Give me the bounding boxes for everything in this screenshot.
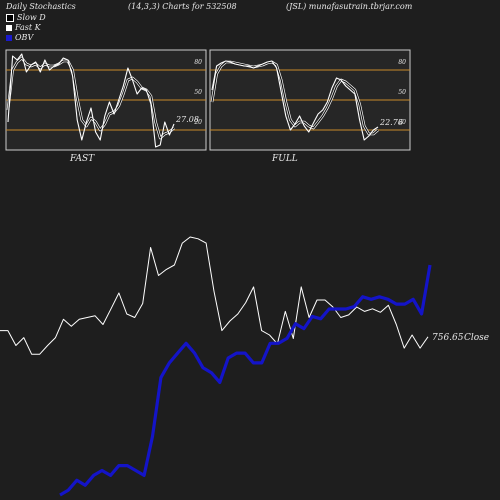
header-source: (JSL) munafasutrain.tbrjar.com (286, 2, 413, 11)
fast-panel-title: FAST (69, 154, 95, 164)
header-title: Daily Stochastics (6, 2, 76, 11)
close-last-value-label: 756.65 (432, 333, 464, 343)
obv-line (59, 264, 432, 497)
full-level-label-80: 80 (398, 59, 406, 66)
full-series-full-d (211, 61, 379, 135)
legend-fast-k-label: Fast K (15, 23, 41, 32)
full-level-label-20: 20 (397, 119, 406, 126)
header-params: (14,3,3) Charts for 532508 (128, 2, 237, 11)
fast-level-label-50: 50 (194, 89, 202, 96)
legend-obv-swatch (6, 34, 12, 41)
legend-obv-label: OBV (15, 33, 34, 42)
close-unit-label: Close (464, 333, 489, 343)
full-last-value-label: 22.76 (379, 118, 403, 127)
legend-obv: OBV (6, 33, 33, 42)
legend-slow-d-swatch (6, 13, 14, 22)
legend-fast-k-swatch (6, 24, 12, 31)
close-price-line (0, 236, 429, 355)
full-level-label-50: 50 (398, 89, 406, 96)
fast-series-fast-k (7, 53, 175, 148)
legend-slow-d-label: Slow D (17, 13, 46, 22)
fast-last-value-label: 27.08 (175, 115, 199, 124)
fast-level-label-20: 20 (193, 119, 202, 126)
legend-slow-d: Slow D (6, 13, 46, 22)
full-series-full-k (211, 60, 379, 141)
fast-level-label-80: 80 (194, 59, 202, 66)
full-panel-title: FULL (271, 154, 298, 164)
legend-fast-k: Fast K (6, 23, 41, 32)
